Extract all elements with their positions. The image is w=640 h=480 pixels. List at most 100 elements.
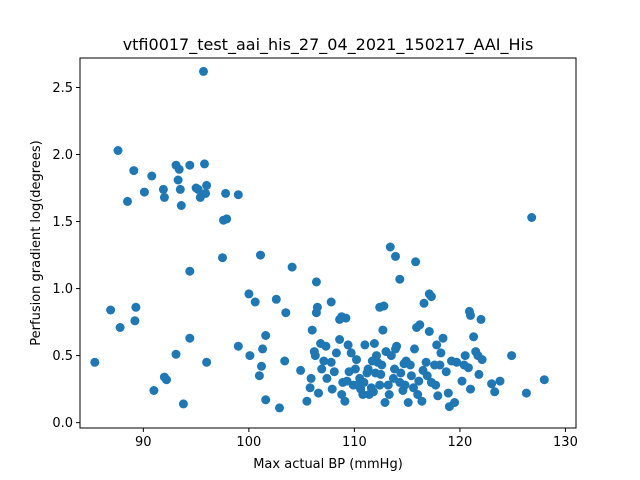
scatter-point xyxy=(193,184,203,194)
scatter-point xyxy=(371,368,380,378)
scatter-point xyxy=(326,297,336,307)
scatter-point xyxy=(244,289,254,299)
scatter-point xyxy=(173,175,183,185)
scatter-point xyxy=(414,376,424,386)
scatter-point xyxy=(400,380,410,390)
scatter-point xyxy=(233,341,243,351)
scatter-point xyxy=(329,367,339,377)
scatter-point xyxy=(281,308,291,318)
scatter-point xyxy=(287,262,297,272)
scatter-point xyxy=(200,159,209,169)
scatter-point xyxy=(306,373,316,383)
scatter-point xyxy=(403,398,413,407)
scatter-point xyxy=(422,371,432,381)
scatter-point xyxy=(106,305,116,315)
scatter-point xyxy=(426,292,436,302)
scatter-point xyxy=(319,356,329,366)
x-tick-label: 120 xyxy=(448,435,473,450)
scatter-point xyxy=(441,367,451,377)
scatter-point xyxy=(115,323,125,332)
scatter-point xyxy=(433,391,443,401)
scatter-point xyxy=(261,395,271,405)
scatter-point xyxy=(424,327,434,336)
scatter-point xyxy=(473,351,483,361)
x-tick-label: 90 xyxy=(135,435,152,450)
scatter-point xyxy=(296,365,306,375)
x-tick-label: 100 xyxy=(236,435,261,450)
scatter-point xyxy=(360,340,370,350)
scatter-point xyxy=(450,398,460,407)
scatter-point xyxy=(435,360,445,370)
y-axis-ticks: 0.0 0.5 1.0 1.5 2.0 2.5 xyxy=(52,81,80,431)
scatter-point xyxy=(310,351,320,361)
x-tick-label: 110 xyxy=(342,435,367,450)
y-tick-label: 0.5 xyxy=(52,349,73,364)
scatter-point xyxy=(257,361,266,371)
scatter-point xyxy=(176,201,186,210)
scatter-point xyxy=(539,375,549,385)
scatter-point xyxy=(221,188,231,198)
scatter-point xyxy=(507,351,517,361)
scatter-point xyxy=(388,373,398,383)
scatter-point xyxy=(378,325,388,335)
scatter-point xyxy=(452,357,462,367)
scatter-point xyxy=(321,341,331,351)
scatter-point xyxy=(202,357,212,367)
scatter-point xyxy=(443,388,453,398)
scatter-point xyxy=(405,360,415,370)
scatter-point xyxy=(391,251,400,261)
scatter-point xyxy=(307,325,317,335)
scatter-point xyxy=(369,339,379,348)
scatter-point xyxy=(409,383,418,393)
scatter-point xyxy=(254,371,264,381)
scatter-point xyxy=(131,302,141,312)
scatter-point xyxy=(353,380,362,390)
scatter-point xyxy=(245,351,255,361)
y-tick-label: 2.5 xyxy=(52,81,73,96)
scatter-point xyxy=(417,396,427,406)
scatter-point xyxy=(396,368,406,378)
scatter-point xyxy=(317,364,327,374)
scatter-point xyxy=(311,277,321,287)
scatter-point xyxy=(375,380,385,390)
scatter-point xyxy=(123,196,132,206)
scatter-point xyxy=(130,316,140,326)
scatter-point xyxy=(335,335,345,344)
scatter-point xyxy=(261,331,271,340)
scatter-point xyxy=(113,146,123,155)
scatter-point xyxy=(383,380,393,390)
scatter-point xyxy=(386,351,396,361)
scatter-point xyxy=(327,384,337,394)
y-tick-label: 0.0 xyxy=(52,416,73,431)
scatter-point xyxy=(175,184,185,194)
scatter-point xyxy=(202,180,212,190)
scatter-point xyxy=(413,390,423,399)
scatter-point xyxy=(149,386,159,395)
scatter-point xyxy=(302,396,312,406)
scatter-point xyxy=(275,403,284,413)
scatter-point xyxy=(436,348,446,358)
scatter-point xyxy=(527,213,537,222)
scatter-point xyxy=(377,360,387,370)
scatter-point xyxy=(476,314,486,324)
scatter-point xyxy=(162,375,171,385)
scatter-point xyxy=(379,301,389,311)
scatter-point xyxy=(469,332,479,342)
y-tick-label: 1.0 xyxy=(52,282,73,297)
scatter-point xyxy=(222,214,232,224)
scatter-point xyxy=(474,369,484,379)
scatter-point xyxy=(271,294,281,304)
scatter-point xyxy=(391,344,400,354)
scatter-point xyxy=(438,333,448,343)
scatter-point xyxy=(466,310,475,320)
scatter-point xyxy=(343,340,353,350)
scatter-point xyxy=(350,364,360,374)
scatter-point xyxy=(280,356,290,366)
scatter-point xyxy=(431,380,441,390)
scatter-point xyxy=(185,160,195,170)
scatter-point xyxy=(199,66,208,76)
x-axis-label: Max actual BP (mmHg) xyxy=(253,457,403,472)
scatter-point xyxy=(250,297,260,307)
scatter-point xyxy=(312,302,322,312)
